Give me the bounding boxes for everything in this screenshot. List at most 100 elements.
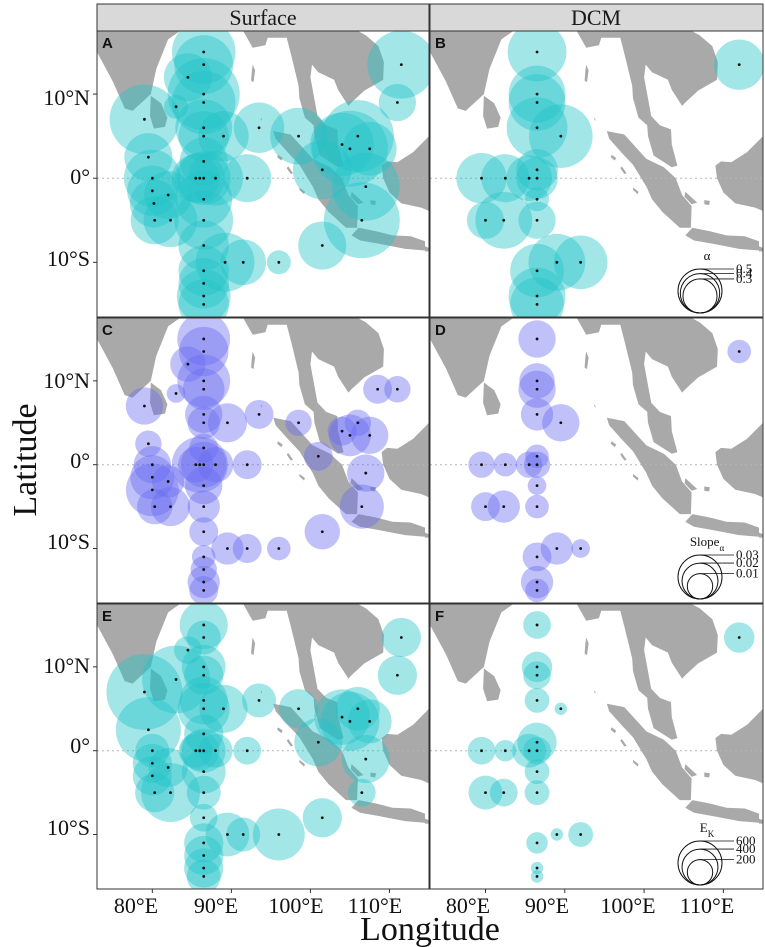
- land-nicobar: [260, 404, 263, 408]
- station-dot-c-35: [316, 454, 320, 458]
- station-dot-f-0: [480, 749, 483, 753]
- station-dot-c-22: [202, 530, 206, 534]
- land-nicobar: [594, 404, 596, 408]
- station-dot-e-27: [214, 749, 217, 753]
- land-sumatra: [606, 703, 692, 801]
- land-nicobar: [594, 117, 596, 121]
- station-dot-c-38: [348, 433, 352, 437]
- station-dot-e-21: [202, 791, 206, 795]
- x-axis: 80°E 90°E 100°E 110°E 80°E 90°E 100°E 11…: [114, 893, 734, 918]
- station-dot-a-41: [364, 185, 368, 189]
- land-belitung: [370, 772, 376, 778]
- station-dot-c-36: [320, 530, 324, 534]
- station-dot-b-19: [737, 63, 741, 67]
- land-srilanka: [483, 668, 501, 702]
- panel-map-area: [97, 31, 429, 317]
- land-srilanka: [483, 95, 501, 129]
- station-dot-a-8: [174, 105, 178, 109]
- land-java: [685, 227, 759, 251]
- land-simeulue: [610, 154, 617, 161]
- station-dot-b-10: [535, 176, 539, 180]
- station-dot-e-30: [241, 833, 245, 836]
- station-dot-f-7: [535, 673, 539, 677]
- land-java: [351, 227, 425, 251]
- station-dot-b-18: [579, 260, 583, 264]
- station-dot-a-25: [202, 294, 206, 298]
- station-dot-e-39: [356, 707, 360, 711]
- panel-tag-e: E: [102, 608, 112, 625]
- strip-label-dcm: DCM: [571, 5, 621, 30]
- x-tick-label-left-3: 110°E: [348, 893, 402, 918]
- station-dot-e-11: [198, 749, 202, 753]
- legend-label-0: 600: [736, 833, 756, 848]
- station-dot-a-23: [202, 269, 206, 273]
- station-dot-d-16: [555, 547, 559, 550]
- land-borneo: [715, 136, 763, 211]
- station-dot-a-44: [399, 63, 403, 67]
- station-dot-c-31: [245, 463, 249, 467]
- legend-title-subscript: K: [708, 829, 715, 839]
- bubble-layer: [467, 611, 755, 883]
- station-dot-c-6: [166, 480, 170, 483]
- station-dot-e-19: [202, 749, 206, 753]
- station-dot-f-10: [535, 749, 539, 753]
- station-dot-a-22: [202, 244, 206, 247]
- land-burma: [576, 318, 718, 454]
- station-dot-e-10: [194, 749, 198, 753]
- station-dot-f-19: [737, 636, 741, 639]
- land-nusa: [425, 532, 429, 538]
- station-dot-f-16: [555, 833, 559, 836]
- station-dot-c-39: [356, 421, 360, 425]
- y-tick-label-row0-2: 10°S: [47, 246, 90, 271]
- land-nusa: [425, 246, 429, 252]
- station-dot-c-41: [364, 471, 368, 475]
- station-dot-c-4: [150, 488, 154, 492]
- station-dot-e-33: [277, 833, 281, 836]
- station-dot-c-42: [360, 505, 364, 509]
- station-dot-f-3: [503, 749, 507, 753]
- data-bubble-b-5: [507, 31, 567, 82]
- station-dot-e-12: [202, 623, 206, 627]
- land-andaman: [251, 64, 256, 83]
- land-india: [430, 318, 514, 398]
- station-dot-e-14: [202, 665, 206, 669]
- land-simeulue: [277, 154, 283, 161]
- station-dot-f-5: [535, 623, 539, 627]
- station-dot-f-18: [579, 833, 583, 836]
- data-bubble-a-12: [171, 31, 236, 84]
- station-dot-c-30: [245, 547, 249, 550]
- station-dot-e-36: [320, 816, 324, 820]
- panel-map-area: [430, 604, 763, 889]
- station-dot-a-4: [152, 202, 156, 205]
- station-dot-e-5: [153, 791, 157, 795]
- station-dot-e-38: [348, 719, 352, 723]
- station-dot-a-26: [202, 302, 206, 306]
- legend-label-0: 0.5: [736, 261, 752, 276]
- land-sumatra: [273, 703, 358, 801]
- station-dot-a-27: [214, 176, 217, 180]
- station-dot-b-0: [480, 176, 483, 180]
- land-burma: [243, 604, 384, 740]
- station-dot-c-25: [202, 580, 206, 584]
- panel-border: [429, 603, 764, 890]
- station-dot-c-18: [202, 446, 206, 450]
- land-nias: [620, 166, 627, 174]
- station-dot-d-0: [480, 463, 483, 467]
- legend-label-1: 0.02: [736, 555, 759, 570]
- panel-map-area: [430, 31, 763, 317]
- strip-surface-bg: [96, 3, 430, 32]
- station-dot-c-20: [202, 484, 206, 488]
- land-bangka: [684, 764, 698, 777]
- land-siberut: [633, 473, 639, 481]
- panel-map-area: [97, 318, 429, 603]
- land-nicobar: [260, 690, 263, 694]
- station-dot-f-12: [535, 791, 539, 795]
- station-dot-a-14: [202, 92, 206, 96]
- y-tick-label-row0-1: 0°: [70, 164, 90, 189]
- station-dot-f-1: [484, 791, 487, 795]
- station-dot-b-13: [535, 269, 539, 273]
- y-axis-title: Latitude: [7, 403, 44, 516]
- data-bubble-b-14: [508, 267, 566, 317]
- station-dot-c-8: [174, 392, 178, 395]
- station-dot-c-10: [194, 463, 198, 467]
